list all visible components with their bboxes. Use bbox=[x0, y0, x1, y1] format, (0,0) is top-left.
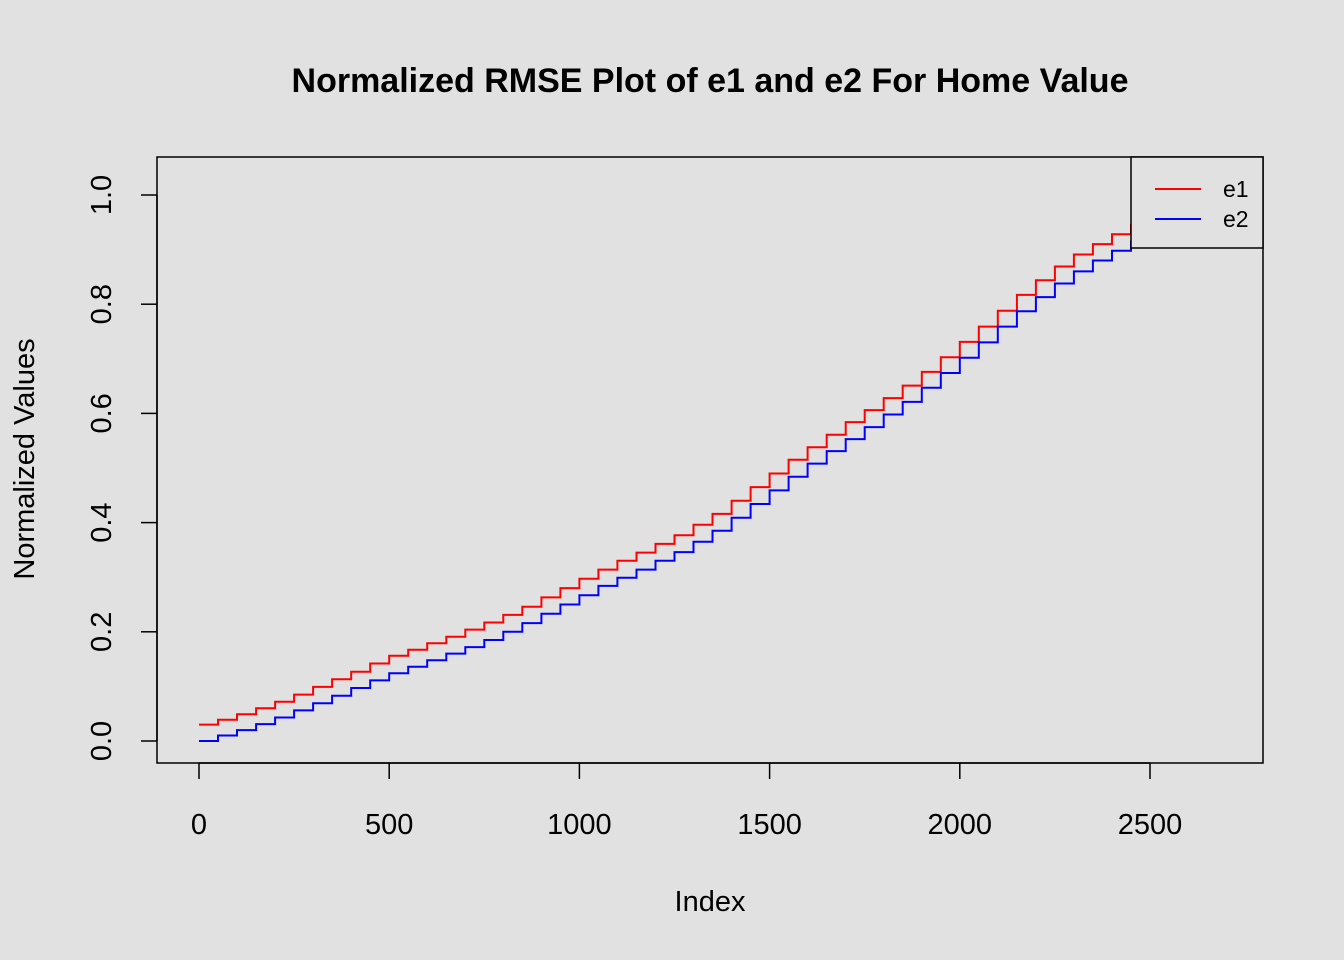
chart-title: Normalized RMSE Plot of e1 and e2 For Ho… bbox=[292, 62, 1129, 100]
y-tick-label: 0.8 bbox=[86, 284, 118, 324]
y-tick-label: 0.6 bbox=[86, 393, 118, 433]
x-tick-label: 500 bbox=[365, 809, 413, 841]
legend-label-e2: e2 bbox=[1223, 206, 1249, 232]
legend-label-e1: e1 bbox=[1223, 176, 1249, 202]
x-tick-label: 2500 bbox=[1118, 809, 1183, 841]
x-axis: 0 500 1000 1500 2000 2500 bbox=[191, 762, 1183, 841]
plot-frame bbox=[156, 156, 1264, 764]
x-tick-label: 0 bbox=[191, 809, 207, 841]
series-e2-line bbox=[199, 240, 1139, 742]
x-axis-title: Index bbox=[675, 886, 746, 918]
legend-box bbox=[1130, 156, 1264, 249]
series-layer bbox=[199, 224, 1139, 742]
x-tick-label: 1500 bbox=[737, 809, 802, 841]
y-tick-label: 1.0 bbox=[86, 175, 118, 215]
y-axis: 0.0 0.2 0.4 0.6 0.8 1.0 bbox=[86, 175, 158, 761]
y-tick-label: 0.4 bbox=[86, 502, 118, 542]
series-e1-line bbox=[199, 224, 1139, 726]
x-tick-label: 1000 bbox=[547, 809, 612, 841]
y-tick-label: 0.0 bbox=[86, 721, 118, 761]
x-tick-label: 2000 bbox=[928, 809, 993, 841]
y-tick-label: 0.2 bbox=[86, 612, 118, 652]
y-axis-title: Normalized Values bbox=[9, 338, 41, 579]
